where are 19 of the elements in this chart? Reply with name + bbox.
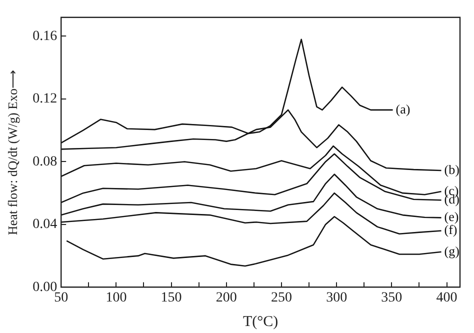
x-tick-label: 300: [326, 290, 348, 306]
x-tick-label: 350: [381, 290, 402, 306]
x-tick-label: 250: [270, 290, 292, 306]
x-axis-title: T(°C): [242, 314, 278, 330]
y-tick-label: 0.16: [32, 28, 58, 44]
series-label: (g): [444, 243, 460, 258]
y-tick-label: 0.12: [32, 92, 58, 107]
series-label: (e): [444, 209, 459, 224]
x-tick-label: 100: [106, 290, 127, 306]
y-axis-title: Heat flow: dQ/dt (W/g) Exo⟶: [5, 70, 20, 236]
x-tick-label: 50: [54, 290, 68, 306]
y-tick-label: 0.08: [32, 154, 58, 170]
series-label: (a): [396, 101, 410, 116]
x-tick-label: 200: [216, 290, 237, 306]
series-label: (f): [444, 222, 458, 238]
x-tick-label: 150: [160, 290, 182, 306]
y-tick-label: 0.04: [32, 217, 58, 232]
x-tick-label: 400: [436, 290, 458, 306]
series-label: (b): [444, 162, 460, 177]
